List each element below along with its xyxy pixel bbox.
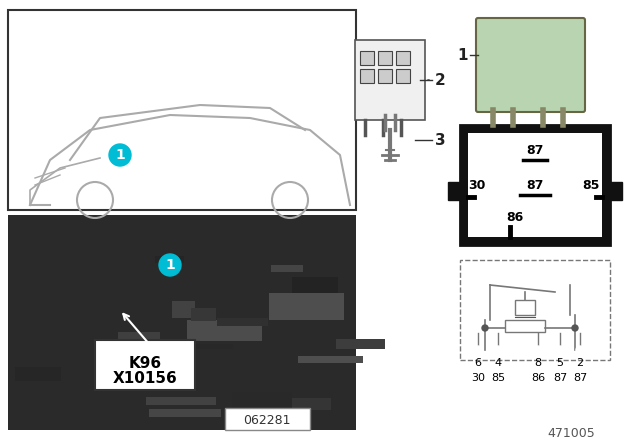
Bar	[238, 380, 277, 397]
Text: 87: 87	[573, 373, 587, 383]
FancyBboxPatch shape	[476, 18, 585, 112]
Text: 471005: 471005	[547, 427, 595, 440]
Text: 30: 30	[471, 373, 485, 383]
Text: 85: 85	[491, 373, 505, 383]
Text: 2: 2	[435, 73, 445, 87]
Bar	[159, 320, 237, 335]
Bar	[360, 69, 374, 83]
Bar	[217, 282, 277, 308]
Bar	[38, 251, 115, 274]
Bar	[123, 345, 152, 350]
Bar	[178, 377, 253, 387]
Text: 3: 3	[435, 133, 445, 147]
Bar	[460, 125, 610, 245]
Text: 1: 1	[115, 148, 125, 162]
Text: 87: 87	[526, 178, 544, 191]
Bar	[225, 408, 310, 430]
Bar	[95, 340, 195, 390]
Bar	[505, 320, 545, 332]
Text: 2: 2	[577, 358, 584, 368]
Text: 4: 4	[495, 358, 502, 368]
Bar	[28, 260, 73, 287]
Bar	[8, 215, 356, 430]
Bar	[305, 299, 328, 323]
Bar	[396, 69, 410, 83]
Text: 1: 1	[458, 47, 468, 63]
Text: 8: 8	[534, 358, 541, 368]
Text: 30: 30	[468, 178, 485, 191]
Bar	[378, 51, 392, 65]
Bar	[158, 300, 209, 321]
Bar	[378, 69, 392, 83]
Circle shape	[482, 325, 488, 331]
Bar	[226, 322, 257, 341]
Bar	[360, 51, 374, 65]
Bar	[16, 357, 60, 368]
Bar	[54, 335, 85, 349]
Text: 6: 6	[474, 358, 481, 368]
Circle shape	[572, 325, 578, 331]
Bar	[233, 398, 285, 421]
Circle shape	[556, 346, 564, 354]
Bar	[460, 260, 610, 360]
Bar	[33, 281, 80, 306]
Text: X10156: X10156	[113, 370, 177, 385]
Circle shape	[474, 346, 482, 354]
Circle shape	[576, 346, 584, 354]
Bar	[24, 263, 54, 268]
Circle shape	[159, 254, 181, 276]
Bar	[468, 133, 602, 237]
Bar	[244, 403, 276, 427]
Text: 1: 1	[165, 258, 175, 272]
Text: 87: 87	[526, 143, 544, 156]
Bar	[448, 182, 462, 200]
Circle shape	[494, 346, 502, 354]
Text: 062281: 062281	[243, 414, 291, 426]
Bar	[608, 182, 622, 200]
Text: 87: 87	[553, 373, 567, 383]
Text: K96: K96	[129, 356, 161, 370]
Text: 86: 86	[531, 373, 545, 383]
Bar	[515, 300, 535, 315]
Bar	[355, 40, 425, 120]
Bar	[319, 317, 371, 346]
Bar	[119, 257, 155, 285]
Bar	[8, 10, 356, 210]
Bar	[126, 299, 162, 325]
Circle shape	[534, 346, 542, 354]
Text: 5: 5	[557, 358, 563, 368]
Text: 85: 85	[582, 178, 600, 191]
Bar	[185, 258, 205, 272]
Bar	[396, 51, 410, 65]
Text: 86: 86	[506, 211, 524, 224]
Circle shape	[109, 144, 131, 166]
